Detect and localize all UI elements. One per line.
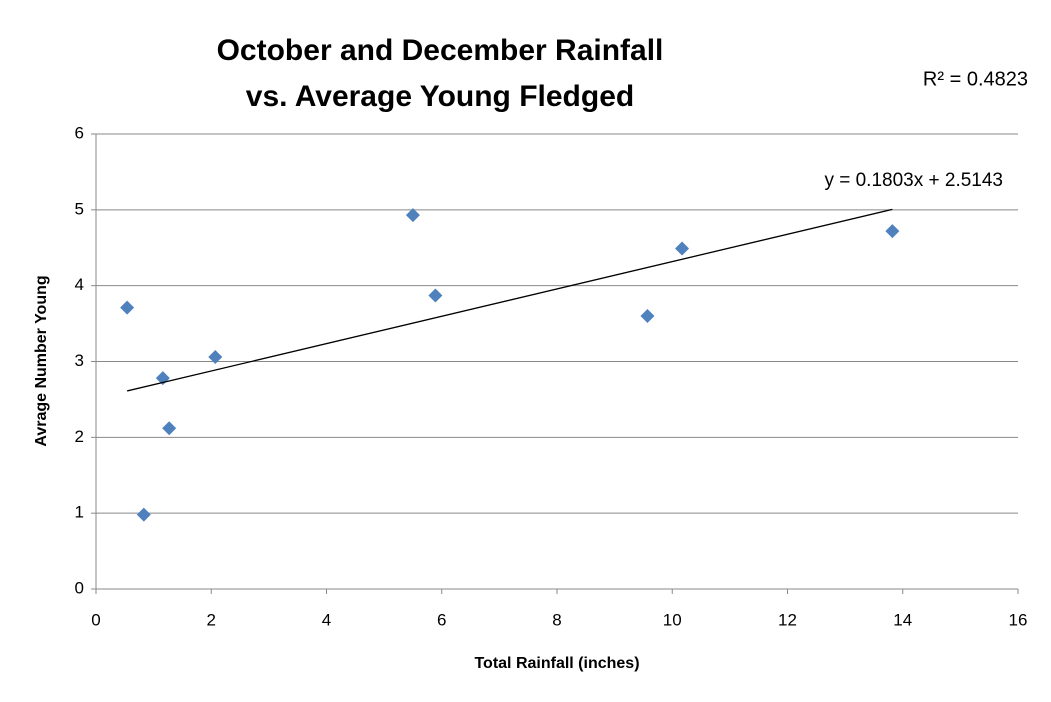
x-tick-label: 2 — [207, 610, 216, 629]
y-tick-label: 4 — [75, 275, 84, 294]
r-squared: R² = 0.4823 — [923, 68, 1028, 90]
trendline — [126, 208, 893, 392]
data-point — [208, 349, 223, 364]
data-point — [428, 288, 443, 303]
data-point — [885, 224, 900, 239]
data-point — [120, 300, 135, 315]
y-tick-label: 3 — [75, 351, 84, 370]
x-tick-label: 10 — [663, 610, 682, 629]
x-axis-title: Total Rainfall (inches) — [474, 655, 639, 672]
x-tick-label: 14 — [893, 610, 912, 629]
y-axis-title: Avrage Number Young — [33, 275, 50, 446]
data-point — [136, 507, 151, 522]
y-tick-label: 1 — [75, 503, 84, 522]
x-tick-label: 4 — [322, 610, 331, 629]
x-tick-label: 12 — [778, 610, 797, 629]
y-tick-label: 5 — [75, 199, 84, 218]
y-tick-label: 2 — [75, 427, 84, 446]
x-tick-label: 6 — [437, 610, 446, 629]
chart-title: vs. Average Young Fledged — [246, 80, 634, 113]
x-tick-label: 8 — [552, 610, 561, 629]
x-tick-label: 0 — [91, 610, 100, 629]
y-tick-label: 0 — [75, 578, 84, 597]
y-tick-label: 6 — [75, 123, 84, 142]
data-point — [162, 421, 177, 436]
chart-title: October and December Rainfall — [217, 34, 664, 67]
data-point — [640, 309, 655, 323]
trendline-equation: y = 0.1803x + 2.5143 — [824, 170, 1003, 191]
data-point — [675, 241, 690, 256]
x-tick-label: 16 — [1009, 610, 1028, 629]
data-point — [405, 208, 420, 223]
